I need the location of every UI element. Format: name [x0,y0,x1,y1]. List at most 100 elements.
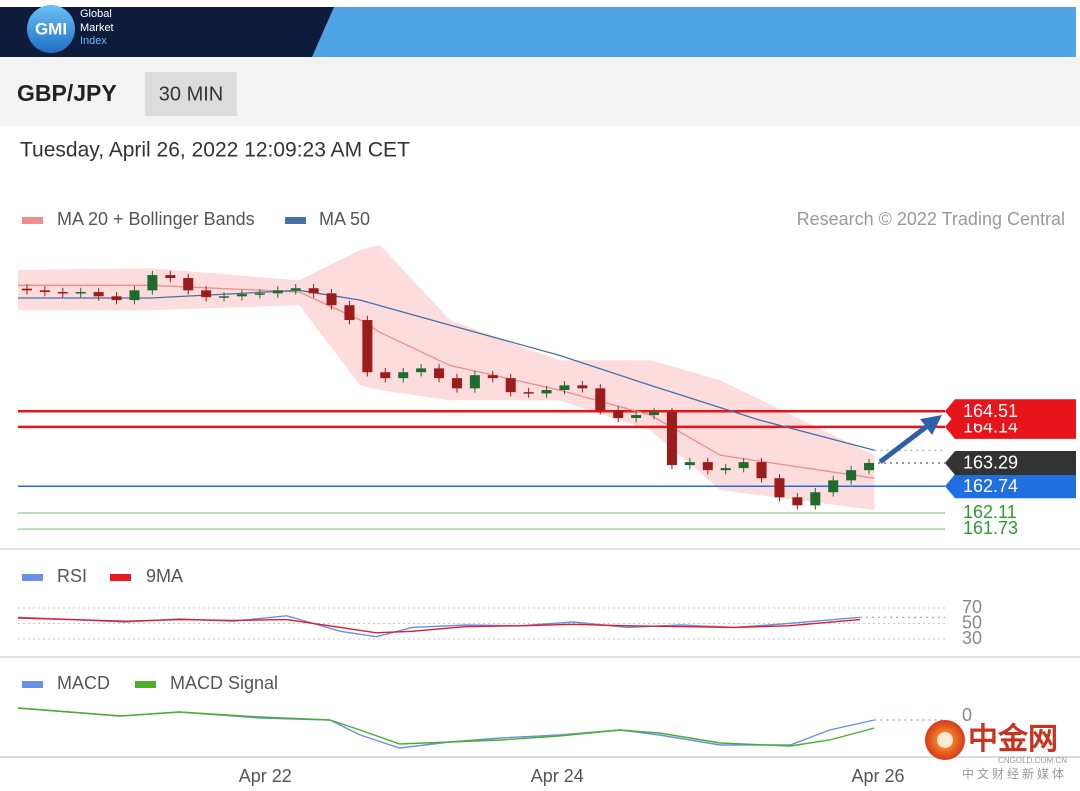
brand-line: Global [80,8,112,20]
candle-body [631,415,642,419]
candle-body [416,368,427,373]
watermark-logo-inner [937,732,953,748]
level-label: 162.74 [963,476,1018,496]
candle-body [290,288,301,291]
candle-body [738,462,749,469]
y-tick-label: 0 [962,705,972,725]
candle-body [720,468,731,471]
candle-body [649,412,660,416]
candle-body [147,275,158,291]
candle-body [451,378,462,389]
candle-body [57,292,68,294]
candle-body [613,410,624,419]
legend-label: MACD [57,673,110,693]
plot: MA 20 + Bollinger Bands MA 50 161.73162.11… [17,209,1076,786]
x-tick-label: Apr 26 [851,766,904,786]
y-tick-label: 30 [962,628,982,648]
legend-swatch [22,574,43,581]
candle-body [236,294,247,297]
legend-swatch [285,217,306,224]
candle-body [21,288,32,291]
watermark-domain: CNGOLD.COM.CN [998,756,1067,765]
candle-body [541,390,552,394]
moving-average [18,289,875,451]
candle-body [201,290,212,298]
candle-body [595,388,606,411]
legend-label: RSI [57,566,87,586]
candle-body [684,462,695,466]
candle-body [756,462,767,479]
candle-body [846,470,857,481]
y-tick-label: 70 [962,597,982,617]
candle-body [864,462,875,471]
level-label-box [945,474,1076,499]
candle-body [505,378,516,393]
indicator-line [17,615,861,638]
watermark-tagline: 中文财经新媒体 [962,766,1067,781]
level-label-box [945,450,1076,475]
interval-label[interactable]: 30 MIN [159,83,223,105]
candle-body [523,392,534,394]
legend-swatch [22,217,43,224]
candle-body [39,290,50,293]
candle-body [380,372,391,379]
target-arrow [878,414,942,464]
legend-label: MA 20 + Bollinger Bands [57,209,255,229]
candle-body [165,275,176,279]
level-label-box [945,399,1076,424]
candle-body [93,292,104,297]
candle-body [129,290,140,301]
candle-body [219,296,230,298]
candle-body [666,412,677,466]
candle-body [308,288,319,294]
moving-average [18,284,875,479]
level-label: 162.11 [963,502,1017,522]
level-label: 163.29 [963,453,1018,473]
candle-body [792,497,803,506]
bollinger-band [18,245,875,510]
candle-body [702,462,713,471]
x-tick-label: Apr 22 [239,766,292,786]
interval-button[interactable] [145,72,237,116]
indicator-line [17,617,861,634]
candle-body [810,492,821,506]
logo-text[interactable]: GMI [35,19,67,38]
candle-body [75,292,86,294]
candle-body [559,385,570,391]
candle-body [344,305,355,321]
candle-body [434,368,445,379]
candle-body [577,385,588,389]
header-brand-bg [0,7,334,57]
candle-body [362,320,373,373]
candle-body [774,478,785,498]
credit: Research © 2022 Trading Central [797,209,1065,229]
timestamp: Tuesday, April 26, 2022 12:09:23 AM CET [20,139,410,162]
legend-label: MACD Signal [170,673,278,693]
candle-body [272,290,283,294]
symbol: GBP/JPY [17,80,117,106]
legend-swatch [22,681,43,688]
logo-circle[interactable] [27,5,75,53]
candle-body [326,293,337,306]
candle-body [254,293,265,295]
candle-body [487,375,498,379]
candle-body [111,296,122,301]
candle-body [183,278,194,291]
candle-body [469,375,480,389]
legend-label: 9MA [146,566,183,586]
brand-line: Index [80,35,107,47]
legend-swatch [135,681,156,688]
indicator-line [17,707,875,747]
x-tick-label: Apr 24 [531,766,584,786]
level-label: 161.73 [963,518,1018,538]
legend-swatch [110,574,131,581]
watermark-name: 中金网 [968,722,1058,756]
candle-body [828,480,839,493]
level-label: 164.51 [963,401,1018,421]
brand-line: Market [80,22,114,34]
legend-label: MA 50 [319,209,370,229]
y-tick-label: 50 [962,612,982,632]
candle-body [398,372,409,379]
